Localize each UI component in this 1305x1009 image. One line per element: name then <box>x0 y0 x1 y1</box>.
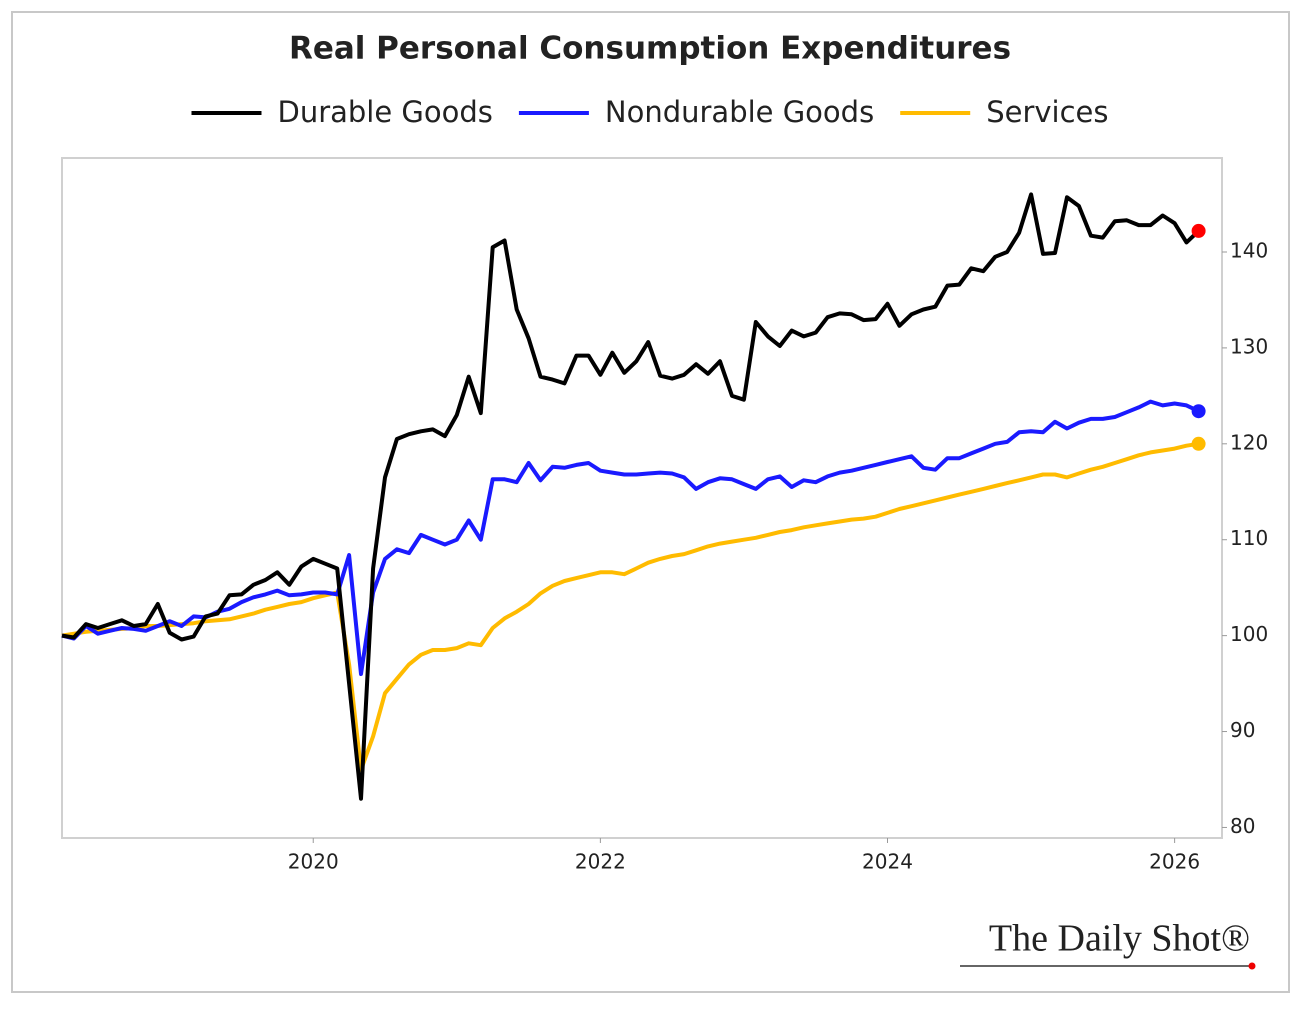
x-tick-label: 2026 <box>1149 850 1200 874</box>
y-tick-label: 100 <box>1230 622 1268 646</box>
legend-label: Nondurable Goods <box>605 95 874 129</box>
legend-label: Services <box>986 95 1108 129</box>
end-marker <box>1191 436 1206 451</box>
y-tick-label: 90 <box>1230 718 1255 742</box>
y-tick-label: 80 <box>1230 814 1255 838</box>
end-marker <box>1191 223 1206 238</box>
y-tick-label: 140 <box>1230 238 1268 262</box>
plot-area <box>61 157 1223 839</box>
x-tick-label: 2020 <box>288 850 339 874</box>
credit-dot <box>1248 962 1256 970</box>
x-tick-label: 2022 <box>575 850 626 874</box>
chart-title: Real Personal Consumption Expenditures <box>289 31 1011 67</box>
legend-label: Durable Goods <box>277 95 492 129</box>
series-line <box>61 441 1199 772</box>
y-tick-label: 110 <box>1230 526 1268 550</box>
end-marker <box>1191 404 1206 419</box>
series-line <box>61 192 1200 801</box>
y-tick-label: 130 <box>1230 334 1268 358</box>
series-line <box>61 399 1200 676</box>
credit: The Daily Shot® <box>989 918 1250 960</box>
y-tick-label: 120 <box>1230 430 1268 454</box>
x-tick-label: 2024 <box>862 850 913 874</box>
